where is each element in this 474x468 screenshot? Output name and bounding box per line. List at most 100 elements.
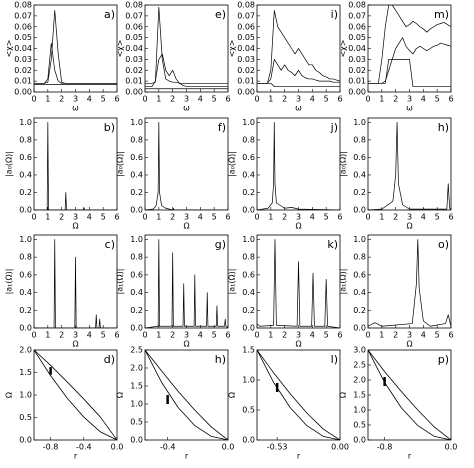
- x-tick-label: 0: [254, 331, 259, 340]
- x-tick-label: 0: [365, 331, 370, 340]
- x-tick-label: 5: [324, 213, 329, 222]
- x-tick-label: 3: [407, 331, 412, 340]
- y-axis-label: <χ>: [5, 39, 14, 57]
- x-tick-label: 5: [435, 213, 440, 222]
- x-tick-label: 5: [435, 331, 440, 340]
- y-tick-label: 0.0: [19, 436, 32, 445]
- x-tick-label: 6: [448, 213, 453, 222]
- panel: 0.00 0.01 0.02 0.03 0.04 0.05 0.06 0.070.08 0 1 2 3…: [339, 1, 454, 113]
- x-tick-label: 5: [212, 331, 217, 340]
- y-tick-label: 0.6: [19, 153, 32, 162]
- y-tick-label: 1.0: [353, 406, 366, 415]
- y-tick-label: 0.08: [125, 1, 143, 10]
- y-tick-label: 1.0: [242, 118, 255, 127]
- x-tick-label: 4: [198, 213, 203, 222]
- x-tick-label: 1: [268, 331, 273, 340]
- panel-label: o): [438, 238, 449, 251]
- x-tick-label: 2: [393, 331, 398, 340]
- frame: [144, 4, 229, 93]
- x-tick-label: 1: [45, 331, 50, 340]
- x-tick-label: 3: [184, 95, 189, 104]
- y-tick-label: 0.01: [237, 77, 255, 86]
- x-axis-label: r: [297, 452, 301, 461]
- x-tick-label: 0: [365, 95, 370, 104]
- y-tick-label: 0.4: [19, 170, 32, 179]
- x-tick-label: 5: [435, 95, 440, 104]
- x-tick-label: 1: [156, 331, 161, 340]
- x-tick-label: 6: [114, 95, 119, 104]
- y-axis-label: |a₁(Ω)|: [116, 269, 125, 295]
- series-line: [34, 10, 117, 84]
- y-tick-label: 0.6: [19, 270, 32, 279]
- frame: [144, 234, 229, 329]
- x-tick-label: 1: [268, 95, 273, 104]
- panel-label: b): [104, 121, 115, 134]
- panel-label: m): [434, 8, 449, 21]
- y-tick-label: 0.07: [237, 11, 255, 20]
- y-tick-label: 0.06: [348, 22, 366, 31]
- y-tick-label: 0.0: [353, 206, 366, 215]
- x-tick-label: 6: [448, 95, 453, 104]
- x-tick-label: 3: [407, 95, 412, 104]
- y-tick-label: 3.0: [353, 346, 366, 355]
- x-tick-label: 6: [225, 95, 230, 104]
- y-tick-label: 0.04: [237, 44, 255, 53]
- y-tick-label: 0.00: [125, 88, 143, 97]
- y-tick-label: 0.0: [242, 436, 255, 445]
- frame: [367, 117, 452, 211]
- x-tick-label: 2: [170, 213, 175, 222]
- y-tick-label: 0.05: [125, 33, 143, 42]
- x-tick-label: 6: [225, 331, 230, 340]
- y-tick-label: 1.0: [19, 235, 32, 244]
- series-line: [34, 350, 117, 440]
- panel-label: l): [331, 353, 338, 366]
- series-line: [368, 239, 451, 327]
- y-tick-label: 0.8: [19, 253, 32, 262]
- y-tick-label: 0.2: [242, 306, 255, 315]
- x-tick-label: 0.00: [331, 443, 349, 452]
- y-tick-label: 0.07: [125, 11, 143, 20]
- y-tick-label: 0.01: [125, 77, 143, 86]
- x-tick-label: 5: [101, 331, 106, 340]
- x-tick-label: 4: [310, 213, 315, 222]
- series-line: [257, 239, 340, 328]
- x-tick-label: 0: [31, 331, 36, 340]
- x-tick-label: 3: [184, 213, 189, 222]
- x-tick-label: 6: [114, 213, 119, 222]
- y-axis-label: |a₁(Ω)|: [228, 269, 237, 295]
- x-tick-label: 0: [142, 95, 147, 104]
- y-tick-label: 0.4: [242, 170, 255, 179]
- y-tick-label: 0.02: [237, 66, 255, 75]
- y-tick-label: 0.01: [14, 77, 32, 86]
- y-tick-label: 0.6: [242, 270, 255, 279]
- x-tick-label: 5: [212, 213, 217, 222]
- y-tick-label: 0.00: [14, 88, 32, 97]
- y-tick-label: 1.0: [19, 118, 32, 127]
- panel: 0.00 0.01 0.02 0.03 0.04 0.05 0.06 0.070.08 0 1 2 3…: [228, 1, 343, 113]
- x-tick-label: 0.0: [445, 443, 458, 452]
- y-tick-label: 0.6: [130, 270, 143, 279]
- y-tick-label: 0.8: [353, 253, 366, 262]
- x-tick-label: 1: [45, 95, 50, 104]
- y-tick-label: 0.07: [14, 11, 32, 20]
- x-tick-label: 4: [310, 331, 315, 340]
- x-tick-label: 3: [184, 331, 189, 340]
- x-tick-label: 5: [101, 95, 106, 104]
- x-axis-label: ω: [183, 104, 190, 113]
- x-axis-label: Ω: [72, 340, 78, 349]
- frame: [33, 234, 118, 329]
- y-tick-label: 0.2: [19, 188, 32, 197]
- panel-label: h): [215, 353, 226, 366]
- panel: 0.0 0.2 0.4 0.6 0.8 1.0 0 1 2 3 4 5 6 Ω |a₁(Ω)| c): [5, 234, 120, 349]
- x-tick-label: 6: [337, 213, 342, 222]
- x-tick-label: 6: [337, 331, 342, 340]
- series-line: [34, 42, 117, 84]
- y-tick-label: 0.01: [348, 77, 366, 86]
- x-tick-label: 3: [73, 213, 78, 222]
- x-tick-label: 4: [421, 95, 426, 104]
- y-tick-label: 0.05: [237, 33, 255, 42]
- frame: [367, 234, 452, 329]
- y-tick-label: 2.0: [130, 364, 143, 373]
- y-tick-label: 0.8: [242, 253, 255, 262]
